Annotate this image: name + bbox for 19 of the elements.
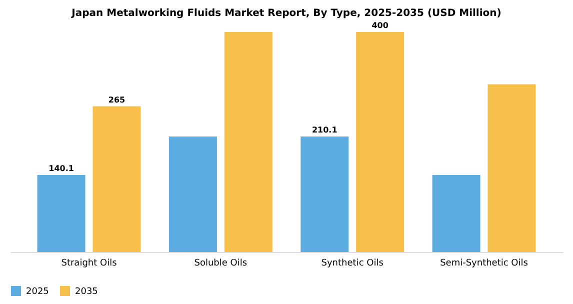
chart-title: Japan Metalworking Fluids Market Report, By Type, 2025-2035 (USD Million) — [70, 8, 502, 19]
bar — [92, 106, 141, 252]
data-label: 140.1 — [48, 164, 74, 173]
data-label: 400 — [372, 21, 389, 30]
x-tick-label: Soluble Oils — [194, 258, 248, 268]
data-label: 265 — [108, 95, 126, 104]
data-label: 210.1 — [312, 125, 338, 134]
bar — [168, 136, 217, 252]
bar — [37, 174, 86, 252]
legend-label: 2035 — [75, 287, 98, 297]
x-tick-label: Semi-Synthetic Oils — [440, 258, 528, 268]
x-tick-label: Synthetic Oils — [321, 258, 384, 268]
bar — [488, 84, 536, 252]
bar — [432, 175, 480, 252]
legend-label: 2025 — [26, 287, 49, 297]
bar — [356, 32, 404, 252]
x-tick-label: Straight Oils — [61, 258, 118, 268]
bar — [300, 136, 349, 252]
bar — [224, 32, 272, 252]
